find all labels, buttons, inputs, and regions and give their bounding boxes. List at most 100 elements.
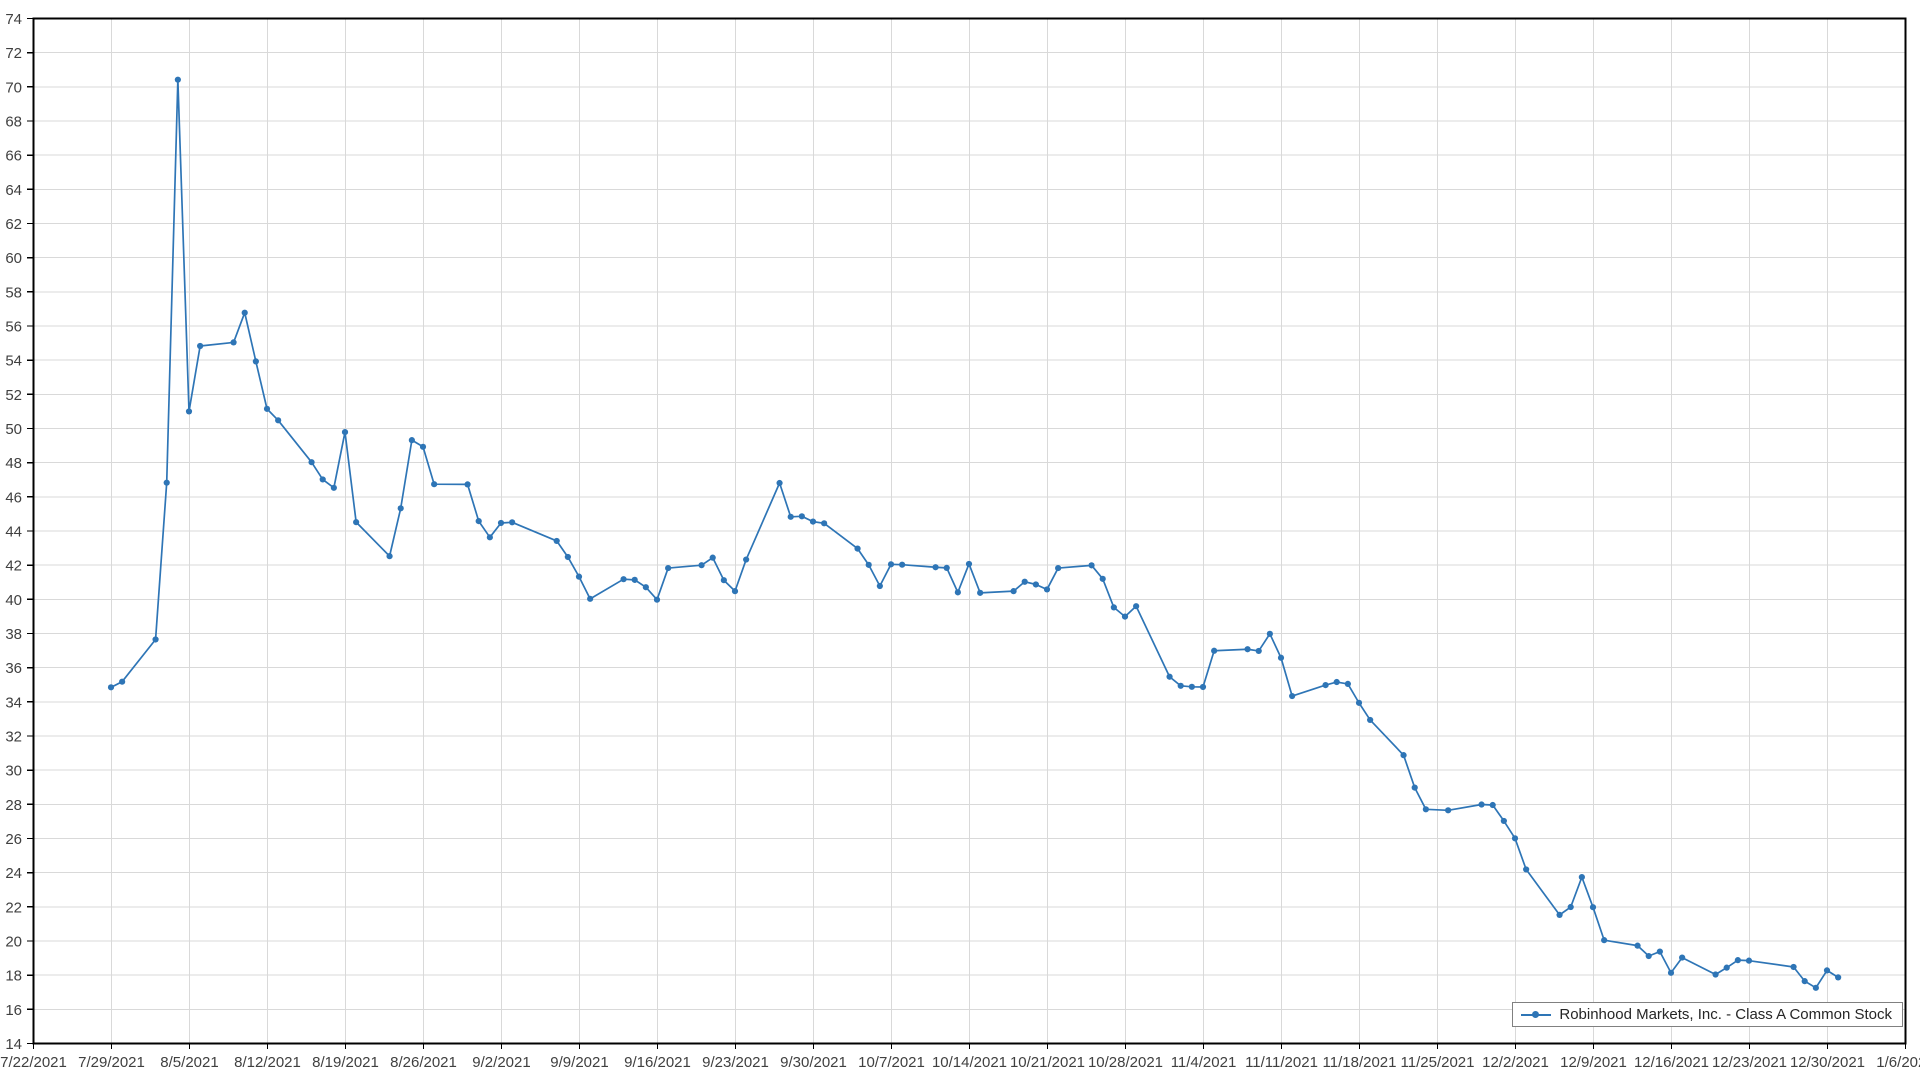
- data-point-marker[interactable]: [1121, 613, 1129, 620]
- data-point-marker[interactable]: [809, 518, 817, 525]
- data-point-marker[interactable]: [1823, 967, 1831, 974]
- data-point-marker[interactable]: [119, 678, 126, 685]
- data-point-marker[interactable]: [631, 576, 638, 583]
- data-point-marker[interactable]: [1166, 673, 1173, 680]
- data-point-marker[interactable]: [1411, 784, 1418, 791]
- data-point-marker[interactable]: [509, 519, 516, 526]
- data-point-marker[interactable]: [330, 484, 337, 491]
- data-point-marker[interactable]: [1188, 683, 1195, 690]
- data-point-marker[interactable]: [899, 561, 906, 568]
- data-point-marker[interactable]: [263, 405, 271, 412]
- data-point-marker[interactable]: [787, 513, 794, 520]
- data-point-marker[interactable]: [876, 582, 883, 590]
- data-point-marker[interactable]: [1088, 562, 1095, 569]
- data-point-marker[interactable]: [1099, 575, 1106, 582]
- data-point-marker[interactable]: [1322, 682, 1329, 689]
- data-point-marker[interactable]: [1199, 683, 1207, 691]
- data-point-marker[interactable]: [497, 519, 505, 527]
- data-point-marker[interactable]: [1244, 646, 1251, 653]
- data-point-marker[interactable]: [665, 564, 672, 572]
- data-point-marker[interactable]: [709, 554, 716, 561]
- data-point-marker[interactable]: [1344, 680, 1351, 688]
- data-point-marker[interactable]: [230, 339, 237, 346]
- data-point-marker[interactable]: [1589, 904, 1597, 911]
- data-point-marker[interactable]: [1277, 654, 1285, 661]
- data-point-marker[interactable]: [1110, 604, 1117, 611]
- data-point-marker[interactable]: [1422, 806, 1429, 813]
- data-point-marker[interactable]: [1712, 971, 1719, 978]
- data-point-marker[interactable]: [854, 545, 861, 552]
- data-point-marker[interactable]: [397, 505, 404, 512]
- data-point-marker[interactable]: [308, 459, 315, 466]
- data-point-marker[interactable]: [1289, 692, 1296, 700]
- data-point-marker[interactable]: [1367, 716, 1374, 724]
- data-point-marker[interactable]: [1734, 957, 1741, 964]
- data-point-marker[interactable]: [431, 481, 438, 488]
- data-point-marker[interactable]: [1745, 957, 1753, 964]
- data-point-marker[interactable]: [932, 564, 939, 571]
- data-point-marker[interactable]: [197, 342, 204, 350]
- data-point-marker[interactable]: [977, 589, 984, 596]
- data-point-marker[interactable]: [1645, 952, 1652, 960]
- data-point-marker[interactable]: [319, 476, 326, 483]
- data-point-marker[interactable]: [341, 429, 349, 436]
- data-point-marker[interactable]: [1255, 647, 1262, 655]
- data-point-marker[interactable]: [776, 479, 783, 487]
- data-point-marker[interactable]: [1489, 801, 1496, 809]
- data-point-marker[interactable]: [1055, 564, 1062, 572]
- data-point-marker[interactable]: [1523, 866, 1530, 873]
- data-point-marker[interactable]: [1790, 963, 1797, 971]
- data-point-marker[interactable]: [1043, 586, 1051, 593]
- data-point-marker[interactable]: [653, 596, 661, 603]
- data-point-marker[interactable]: [386, 553, 393, 560]
- data-point-marker[interactable]: [620, 576, 627, 583]
- data-point-marker[interactable]: [965, 560, 973, 568]
- data-point-marker[interactable]: [553, 537, 560, 545]
- data-point-marker[interactable]: [1556, 911, 1563, 918]
- data-point-marker[interactable]: [1500, 817, 1507, 825]
- data-point-marker[interactable]: [275, 417, 282, 424]
- data-point-marker[interactable]: [1211, 647, 1218, 654]
- data-point-marker[interactable]: [1266, 630, 1273, 637]
- data-point-marker[interactable]: [475, 518, 482, 525]
- data-point-marker[interactable]: [1400, 752, 1407, 759]
- data-point-marker[interactable]: [464, 481, 471, 488]
- data-point-marker[interactable]: [408, 437, 415, 444]
- data-point-marker[interactable]: [1333, 678, 1340, 686]
- data-point-marker[interactable]: [865, 561, 872, 568]
- data-point-marker[interactable]: [1177, 682, 1184, 689]
- data-point-marker[interactable]: [107, 684, 115, 691]
- data-point-marker[interactable]: [174, 76, 181, 83]
- data-point-marker[interactable]: [1010, 588, 1017, 595]
- data-point-marker[interactable]: [642, 584, 649, 591]
- data-point-marker[interactable]: [1601, 937, 1608, 944]
- data-point-marker[interactable]: [1021, 578, 1028, 585]
- data-point-marker[interactable]: [486, 534, 493, 541]
- data-point-marker[interactable]: [887, 561, 895, 568]
- data-point-marker[interactable]: [1656, 948, 1663, 955]
- data-point-marker[interactable]: [720, 577, 727, 584]
- data-point-marker[interactable]: [564, 553, 571, 561]
- data-point-marker[interactable]: [1679, 954, 1686, 961]
- data-point-marker[interactable]: [163, 479, 170, 486]
- data-point-marker[interactable]: [587, 595, 594, 602]
- data-point-marker[interactable]: [1578, 874, 1585, 881]
- data-point-marker[interactable]: [1634, 942, 1641, 949]
- data-point-marker[interactable]: [731, 588, 739, 595]
- data-point-marker[interactable]: [1511, 835, 1519, 842]
- data-point-marker[interactable]: [1567, 903, 1574, 911]
- data-point-marker[interactable]: [575, 573, 583, 580]
- data-point-marker[interactable]: [1801, 978, 1808, 985]
- data-point-marker[interactable]: [1478, 801, 1485, 808]
- data-point-marker[interactable]: [1355, 699, 1363, 706]
- data-point-marker[interactable]: [252, 358, 259, 365]
- data-point-marker[interactable]: [821, 520, 828, 527]
- data-point-marker[interactable]: [954, 589, 961, 596]
- data-point-marker[interactable]: [798, 513, 805, 520]
- data-point-marker[interactable]: [698, 562, 705, 569]
- data-point-marker[interactable]: [353, 519, 360, 526]
- data-point-marker[interactable]: [1723, 964, 1730, 971]
- data-point-marker[interactable]: [1032, 581, 1039, 588]
- data-point-marker[interactable]: [185, 408, 193, 415]
- chart-legend[interactable]: Robinhood Markets, Inc. - Class A Common…: [1512, 1002, 1903, 1027]
